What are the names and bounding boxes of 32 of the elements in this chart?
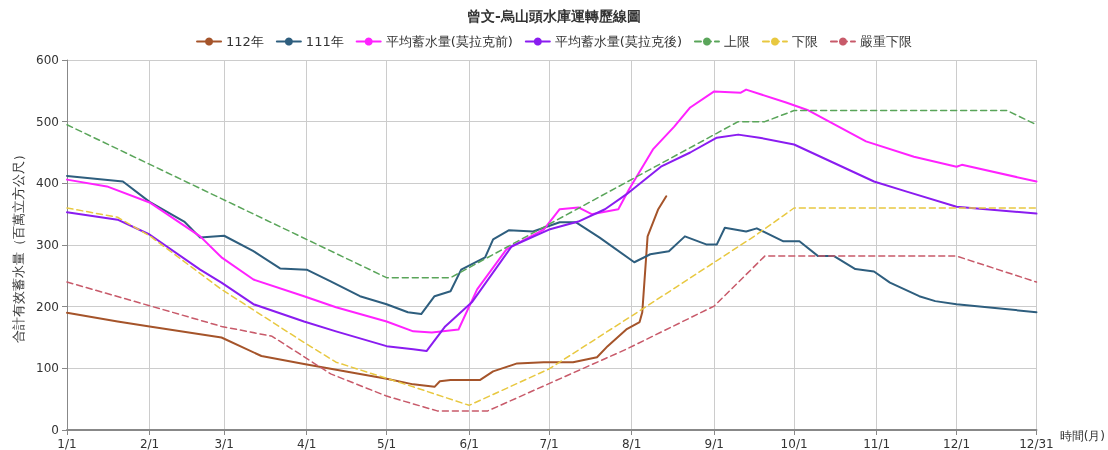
x-tick-label: 2/1 xyxy=(139,437,160,450)
x-tick-label: 11/1 xyxy=(863,437,891,450)
x-tick-label: 12/1 xyxy=(943,437,971,450)
legend-label: 112年 xyxy=(226,34,264,49)
y-tick-label: 200 xyxy=(36,299,59,314)
x-tick-label: 9/1 xyxy=(704,437,724,450)
x-tick-label: 6/1 xyxy=(459,437,479,450)
line-series xyxy=(66,207,1038,407)
y-tick-label: 400 xyxy=(36,176,59,191)
y-tick-label: 300 xyxy=(36,238,59,252)
x-tick-label: 5/1 xyxy=(376,437,397,450)
x-tick-label: 1/1 xyxy=(57,437,77,450)
x-tick-label: 12/31 xyxy=(1019,437,1054,450)
chart-title: 曾文-烏山頭水庫運轉歷線圖 xyxy=(467,8,641,24)
legend-label: 下限 xyxy=(791,34,818,49)
legend-label: 平均蓄水量(莫拉克前) xyxy=(385,34,513,49)
y-axis-title: 合計有效蓄水量（百萬立方公尺） xyxy=(11,147,27,343)
y-tick-label: 0 xyxy=(51,423,59,437)
legend-label: 嚴重下限 xyxy=(859,34,912,49)
y-tick-label: 500 xyxy=(36,114,59,129)
x-tick-label: 3/1 xyxy=(214,437,234,450)
y-tick-label: 600 xyxy=(36,53,59,67)
y-tick-label: 100 xyxy=(36,361,59,376)
legend-label: 上限 xyxy=(723,34,750,49)
x-tick-label: 10/1 xyxy=(780,437,808,450)
x-tick-label: 7/1 xyxy=(539,437,559,450)
x-tick-label: 8/1 xyxy=(621,437,642,450)
line-series xyxy=(66,195,668,388)
x-tick-label: 4/1 xyxy=(297,437,317,450)
legend-label: 111年 xyxy=(305,34,344,49)
x-axis-title: 時間(月) xyxy=(1059,429,1106,443)
legend-label: 平均蓄水量(莫拉克後) xyxy=(554,34,682,49)
